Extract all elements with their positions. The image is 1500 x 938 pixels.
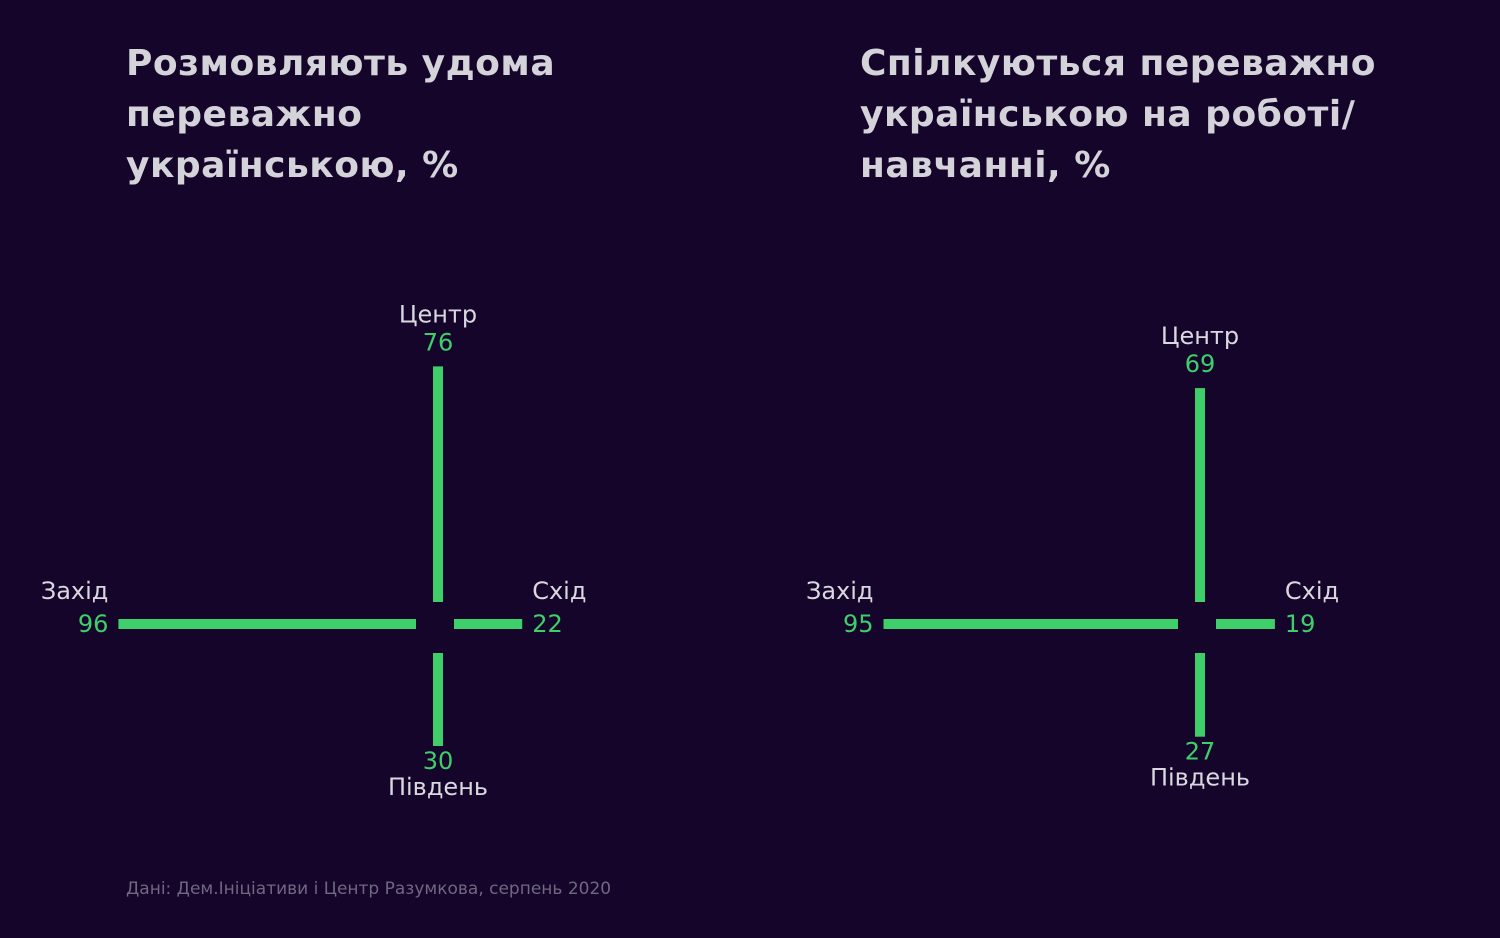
chart1-west-label: Захід xyxy=(41,577,109,605)
chart1-south-label: Південь xyxy=(388,773,488,801)
chart1-west-bar xyxy=(118,619,417,629)
chart2-west-bar xyxy=(883,619,1178,629)
chart2-east-label: Схід xyxy=(1285,577,1339,605)
chart-title-home: Розмовляють удома переважно українською,… xyxy=(126,43,556,186)
chart1-west-value: 96 xyxy=(78,610,109,638)
chart1-east-bar xyxy=(454,619,523,629)
chart1-centre-label: Центр xyxy=(399,300,477,328)
source-note: Дані: Дем.Ініціативи і Центр Разумкова, … xyxy=(126,879,612,899)
chart2-south-value: 27 xyxy=(1185,738,1216,766)
chart2-centre-bar xyxy=(1195,388,1205,602)
chart1-east-label: Схід xyxy=(532,577,586,605)
chart1-centre-bar xyxy=(433,366,443,602)
chart2-centre-value: 69 xyxy=(1185,350,1216,378)
chart2-centre-label: Центр xyxy=(1161,322,1239,350)
chart-title-work: Спілкуються переважно українською на роб… xyxy=(860,43,1376,186)
chart1-south-value: 30 xyxy=(423,747,454,775)
chart1-centre-value: 76 xyxy=(423,328,454,356)
chart1-south-bar xyxy=(433,653,443,746)
chart1-east-value: 22 xyxy=(532,610,563,638)
chart2-south-label: Південь xyxy=(1150,764,1250,792)
chart2-east-value: 19 xyxy=(1285,610,1316,638)
chart2-west-label: Захід xyxy=(806,577,874,605)
chart2-south-bar xyxy=(1195,653,1205,737)
chart2-west-value: 95 xyxy=(843,610,874,638)
chart2-east-bar xyxy=(1216,619,1275,629)
